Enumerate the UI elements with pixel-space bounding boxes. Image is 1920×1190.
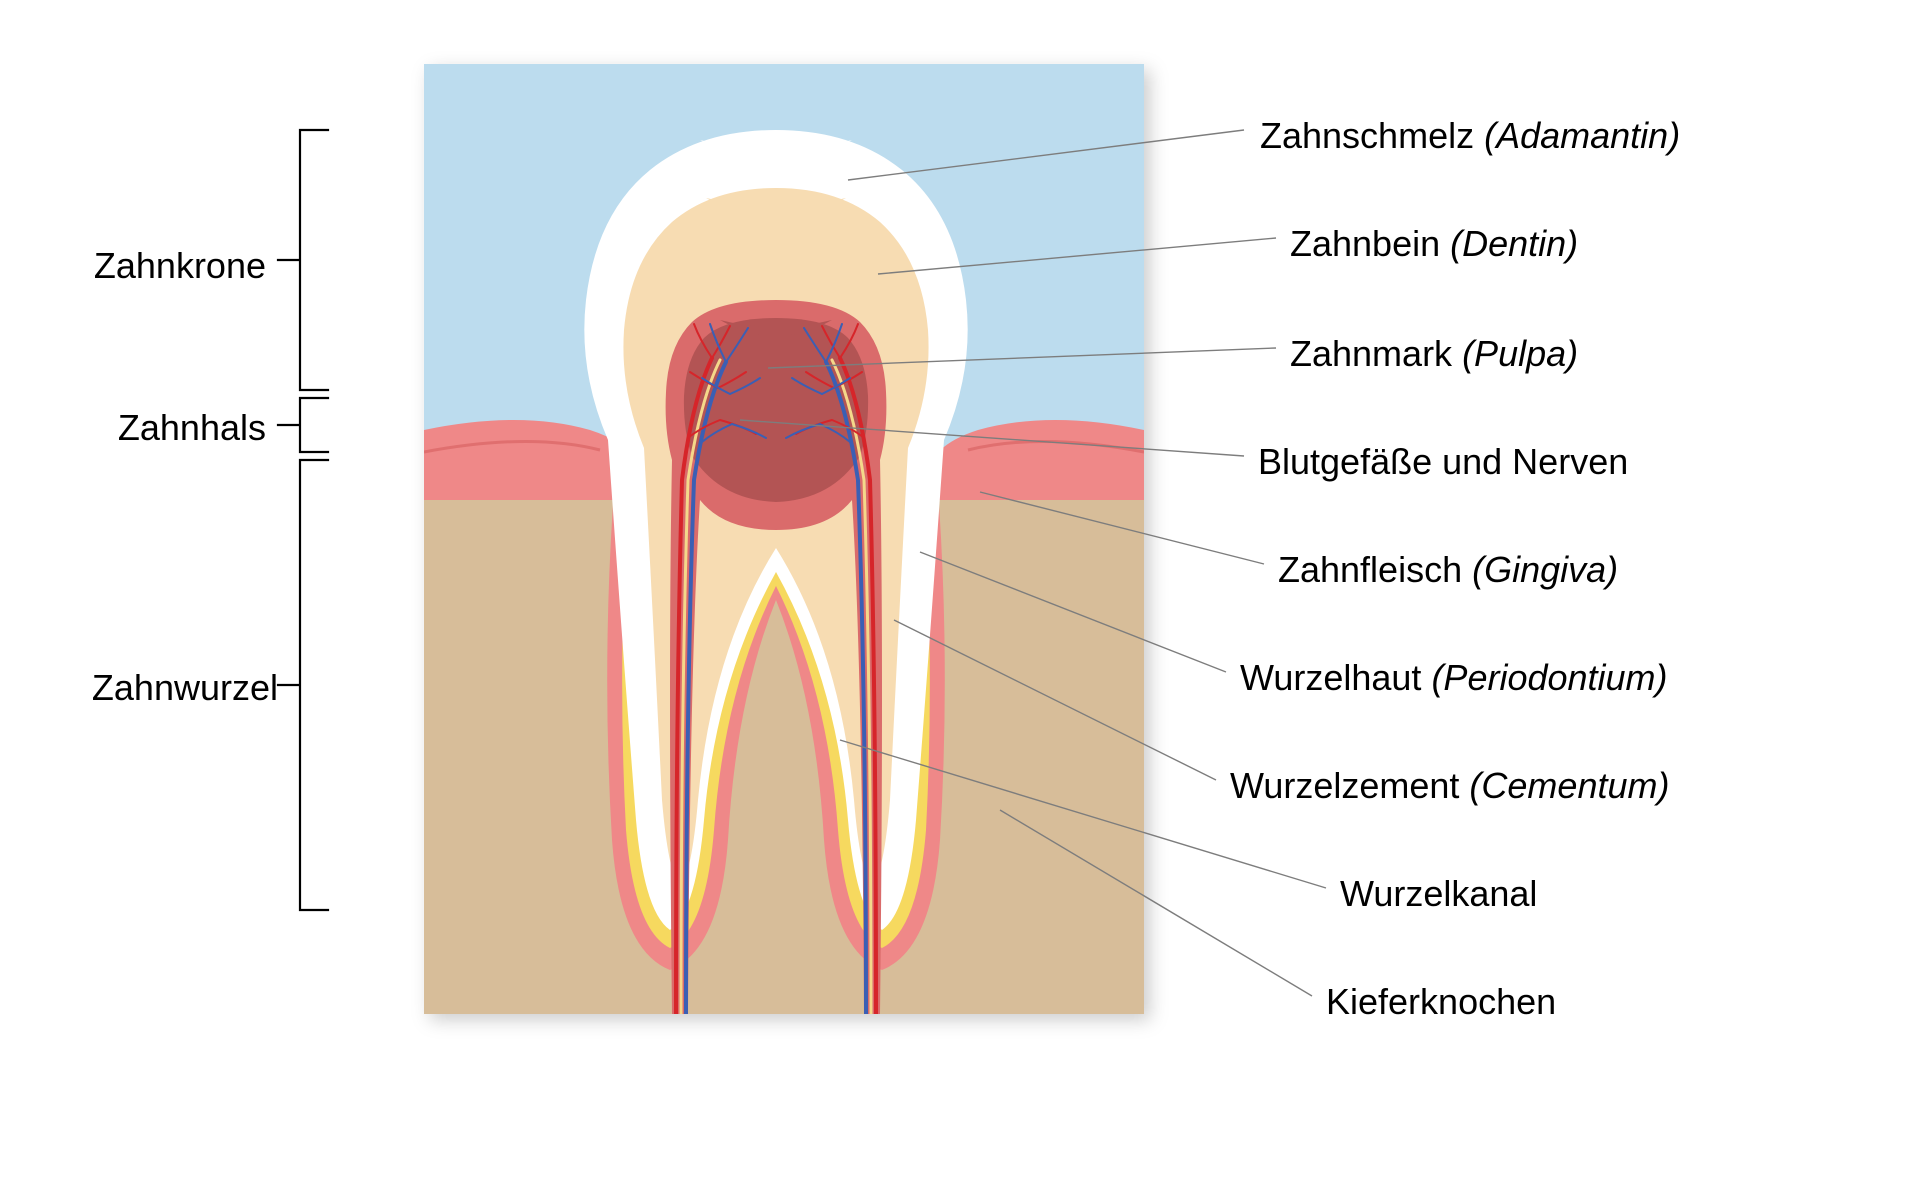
label-dentin-alt: (Dentin) — [1450, 223, 1578, 264]
label-enamel-text: Zahnschmelz — [1260, 115, 1484, 156]
pulp-inner — [684, 318, 868, 502]
label-dentin: Zahnbein (Dentin) — [1290, 226, 1578, 262]
section-label-crown: Zahnkrone — [66, 248, 266, 284]
section-label-root: Zahnwurzel — [48, 670, 278, 706]
label-periodontium: Wurzelhaut (Periodontium) — [1240, 660, 1668, 696]
label-periodontium-alt: (Periodontium) — [1431, 657, 1667, 698]
diagram-svg — [0, 0, 1920, 1190]
label-periodontium-text: Wurzelhaut — [1240, 657, 1431, 698]
tooth-anatomy-diagram: Zahnschmelz (Adamantin) Zahnbein (Dentin… — [0, 0, 1920, 1190]
label-cementum-alt: (Cementum) — [1469, 765, 1669, 806]
label-cementum: Wurzelzement (Cementum) — [1230, 768, 1669, 804]
label-enamel-alt: (Adamantin) — [1484, 115, 1680, 156]
label-vessels-text: Blutgefäße und Nerven — [1258, 441, 1628, 482]
label-cementum-text: Wurzelzement — [1230, 765, 1469, 806]
label-rootcanal-text: Wurzelkanal — [1340, 873, 1537, 914]
section-label-neck: Zahnhals — [80, 410, 266, 446]
label-gingiva-text: Zahnfleisch — [1278, 549, 1472, 590]
label-dentin-text: Zahnbein — [1290, 223, 1450, 264]
label-jawbone: Kieferknochen — [1326, 984, 1556, 1020]
section-brackets — [278, 130, 328, 910]
label-jawbone-text: Kieferknochen — [1326, 981, 1556, 1022]
label-pulp-alt: (Pulpa) — [1462, 333, 1578, 374]
label-enamel: Zahnschmelz (Adamantin) — [1260, 118, 1680, 154]
label-gingiva: Zahnfleisch (Gingiva) — [1278, 552, 1618, 588]
label-gingiva-alt: (Gingiva) — [1472, 549, 1618, 590]
label-vessels: Blutgefäße und Nerven — [1258, 444, 1628, 480]
label-rootcanal: Wurzelkanal — [1340, 876, 1537, 912]
label-pulp-text: Zahnmark — [1290, 333, 1462, 374]
label-pulp: Zahnmark (Pulpa) — [1290, 336, 1578, 372]
